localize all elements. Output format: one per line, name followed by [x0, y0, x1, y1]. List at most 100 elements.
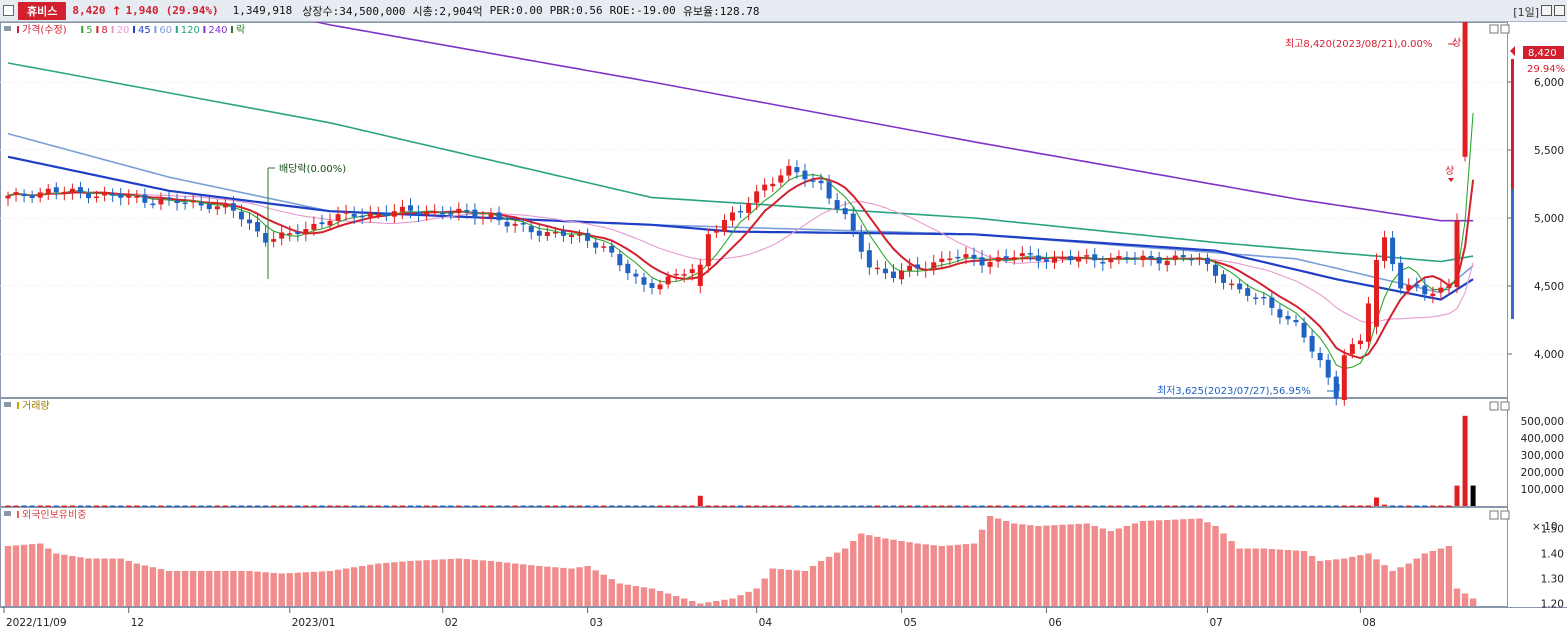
volume-tick-label: 400,000 [1521, 433, 1564, 445]
price-tick-label: 6,000 [1534, 77, 1564, 89]
volume-bar [110, 505, 116, 507]
candle-body [61, 191, 67, 194]
foreign-bar [214, 571, 221, 606]
volume-bar [1019, 505, 1025, 507]
volume-panel-frame [0, 398, 1508, 507]
candle-body [359, 215, 365, 218]
foreign-bar [455, 558, 462, 606]
volume-bar [552, 505, 558, 507]
volume-bar [987, 505, 993, 507]
volume-bar [1221, 505, 1227, 507]
volume-bar [327, 505, 333, 507]
foreign-bar [1051, 525, 1058, 606]
maximize-icon[interactable] [1541, 5, 1552, 16]
panel-menu-icon[interactable] [4, 511, 11, 516]
candle-body [110, 194, 116, 196]
volume-bar [1470, 485, 1476, 506]
candle-body [762, 184, 768, 191]
foreign-bar [1115, 528, 1123, 606]
volume-bar [1188, 505, 1194, 507]
candle-body [665, 276, 671, 285]
foreign-bar [1469, 598, 1477, 606]
legend-ma-45-swatch [133, 26, 135, 33]
panel-window-buttons[interactable] [1489, 24, 1510, 520]
candle-body [633, 273, 639, 277]
candle-body [963, 254, 969, 258]
foreign-label: 외국인보유비중 [22, 509, 86, 521]
candle-body [826, 181, 832, 199]
foreign-bar [1357, 555, 1364, 606]
roe-value: ROE:-19.00 [609, 4, 676, 17]
volume-bar [295, 505, 301, 507]
foreign-bar [825, 556, 833, 606]
ma-240-line [313, 22, 1474, 222]
candle-body [544, 232, 550, 237]
candle-body [230, 203, 236, 211]
current-price-tag: 8,420 [1528, 48, 1557, 59]
x-tick-label: 07 [1209, 617, 1222, 629]
ma-120-line [7, 62, 1474, 263]
foreign-bar [189, 571, 197, 606]
volume-tick-label: 200,000 [1521, 467, 1564, 479]
volume-bar [681, 505, 687, 507]
foreign-bar [1389, 571, 1396, 606]
candle-body [432, 211, 438, 213]
foreign-bar [495, 561, 503, 606]
volume-bar [778, 505, 784, 507]
foreign-bar [1212, 526, 1219, 606]
stock-name[interactable]: 휴비스 [18, 1, 67, 20]
stock-chart[interactable]: 가격(수정) 5 8 20 45 60 120 240 락 거래량 외국인보유비중 4,000 4… [0, 22, 1567, 630]
volume-bar [1261, 505, 1267, 507]
candle-body [1245, 288, 1251, 296]
candle-body [279, 232, 285, 239]
volume-bar [858, 505, 864, 507]
volume-bar [1349, 505, 1355, 507]
foreign-bar [1341, 558, 1348, 606]
candle-body [247, 219, 252, 224]
foreign-bar [1164, 519, 1171, 606]
foreign-bar [238, 571, 245, 606]
volume-bar [1374, 497, 1379, 506]
foreign-bar [1445, 546, 1453, 606]
volume-bar [45, 505, 51, 507]
foreign-bar [173, 571, 181, 606]
volume-bar [375, 505, 381, 507]
candle-body [1398, 262, 1404, 289]
period-selector[interactable]: [1일] [1513, 6, 1539, 19]
foreign-bar [157, 569, 165, 606]
price-change-pct: (29.94%) [165, 4, 219, 17]
foreign-bar [230, 571, 237, 606]
volume-bar [1148, 505, 1154, 507]
ma-20-line [7, 192, 1474, 324]
volume-bar [1124, 505, 1130, 507]
volume-bar [488, 505, 494, 507]
candle-body [37, 192, 43, 198]
volume-bar [279, 505, 285, 507]
panel-menu-icon[interactable] [4, 402, 11, 407]
volume-tick-label: 500,000 [1521, 416, 1564, 428]
panel-menu-icon[interactable] [4, 26, 11, 31]
candle-body [391, 211, 397, 217]
volume-bar [230, 505, 236, 507]
candle-body [649, 283, 655, 288]
volume-bar [53, 505, 59, 507]
foreign-ratio-bars [4, 516, 1477, 606]
volume-bar [649, 505, 655, 507]
candle-body [182, 202, 188, 205]
foreign-bar [375, 563, 382, 606]
volume-bar [1140, 505, 1146, 507]
low-annotation: 최저3,625(2023/07/27),56.95% [1157, 384, 1340, 397]
volume-bar [1253, 505, 1259, 507]
candle-body [287, 233, 293, 235]
volume-bar [1454, 485, 1460, 506]
close-icon[interactable] [1554, 5, 1565, 16]
candle-body [995, 257, 1001, 262]
volume-bar [504, 505, 510, 507]
volume-bar [947, 505, 953, 507]
select-checkbox[interactable] [3, 5, 14, 16]
volume-bar [5, 505, 11, 507]
candle-body [1116, 256, 1122, 260]
current-price: 8,420 [72, 4, 106, 17]
foreign-bar [906, 542, 913, 606]
volume-bar [1068, 505, 1074, 507]
